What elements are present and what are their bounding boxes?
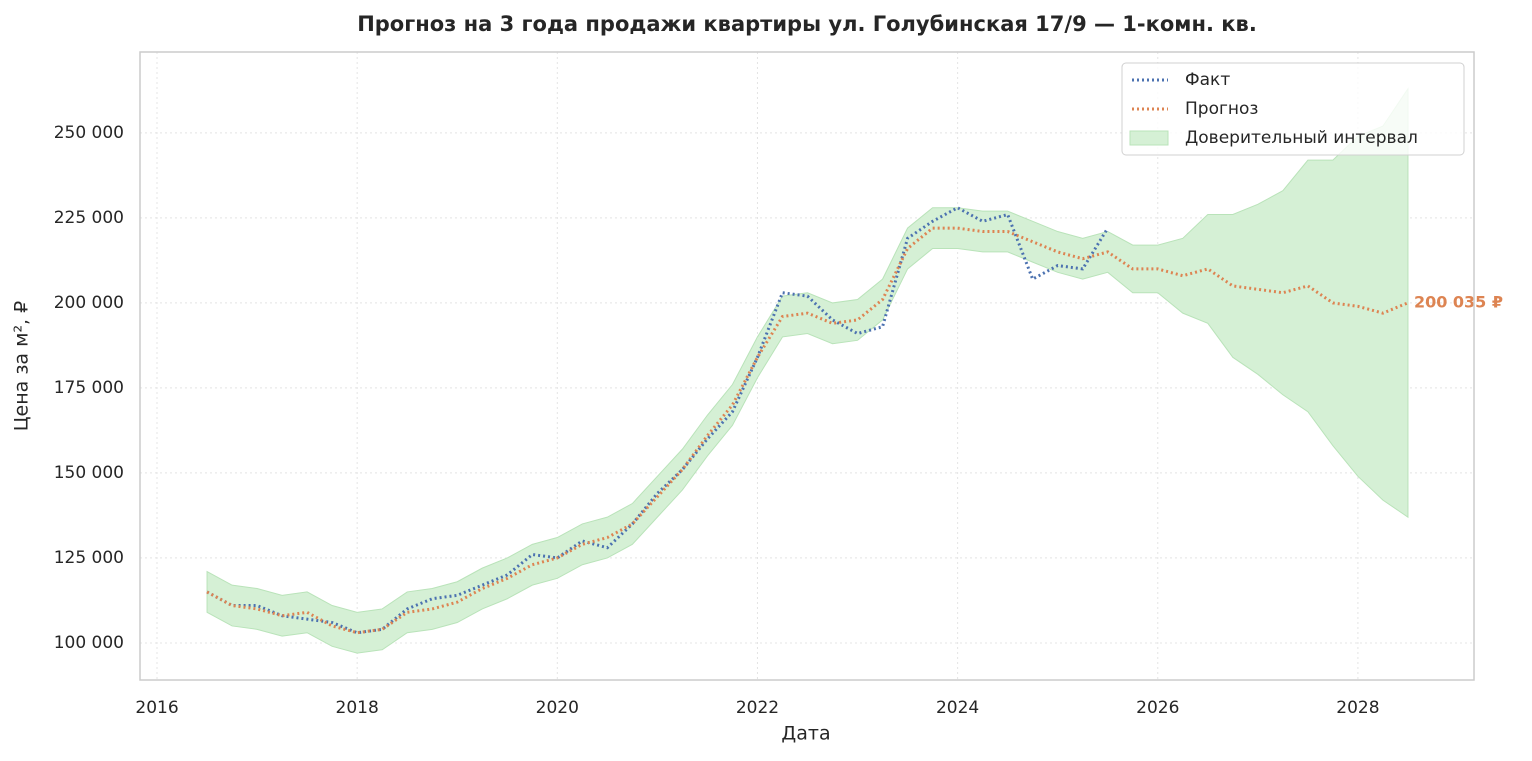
legend-label: Доверительный интервал [1185,128,1418,148]
y-tick-label: 225 000 [54,208,124,228]
plot-frame [139,51,1475,681]
x-tick-label: 2028 [1336,698,1379,718]
x-axis-label: Дата [781,723,830,745]
y-tick-label: 100 000 [54,633,124,653]
legend-box [1121,62,1465,156]
x-tick-label: 2026 [1136,698,1179,718]
y-axis-label: Цена за м², ₽ [11,301,33,431]
confidence-band [206,87,1409,654]
x-tick-label: 2020 [536,698,579,718]
x-tick-label: 2016 [135,698,178,718]
legend-label: Прогноз [1185,99,1258,119]
chart-title: Прогноз на 3 года продажи квартиры ул. Г… [357,12,1257,36]
x-tick-label: 2022 [736,698,779,718]
y-tick-label: 150 000 [54,463,124,483]
y-tick-label: 200 000 [54,293,124,313]
legend-label: Факт [1185,70,1230,90]
y-tick-label: 175 000 [54,378,124,398]
y-tick-label: 250 000 [54,123,124,143]
legend-swatch [1129,130,1169,146]
y-tick-label: 125 000 [54,548,124,568]
value-label: 200 035 ₽ [1414,292,1503,311]
x-tick-label: 2018 [336,698,379,718]
line [206,226,1409,635]
x-tick-label: 2024 [936,698,979,718]
